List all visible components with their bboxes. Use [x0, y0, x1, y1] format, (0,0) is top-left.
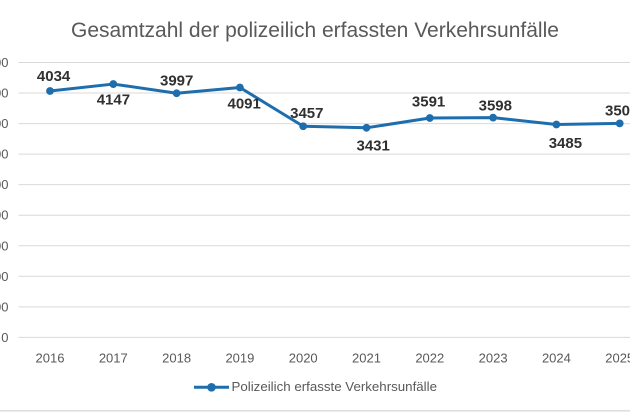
svg-text:4000: 4000	[0, 86, 9, 101]
svg-text:2020: 2020	[289, 350, 318, 365]
svg-text:4034: 4034	[37, 68, 71, 85]
svg-text:2021: 2021	[352, 350, 381, 365]
svg-text:3598: 3598	[479, 98, 512, 115]
svg-text:2018: 2018	[162, 350, 191, 365]
svg-text:3997: 3997	[160, 72, 193, 89]
svg-text:2019: 2019	[225, 350, 254, 365]
svg-text:Polizeilich erfasste Verkehrsu: Polizeilich erfasste Verkehrsunfälle	[232, 379, 437, 394]
svg-text:3591: 3591	[412, 93, 445, 110]
svg-text:3503: 3503	[605, 103, 630, 120]
svg-text:2024: 2024	[542, 350, 571, 365]
svg-text:2017: 2017	[99, 350, 128, 365]
svg-text:3500: 3500	[0, 116, 9, 131]
svg-text:2022: 2022	[415, 350, 444, 365]
svg-text:500: 500	[0, 299, 9, 314]
svg-text:1500: 1500	[0, 238, 9, 253]
svg-text:4500: 4500	[0, 55, 9, 70]
svg-text:4147: 4147	[97, 91, 130, 108]
svg-text:2000: 2000	[0, 208, 9, 223]
svg-text:Gesamtzahl der polizeilich erf: Gesamtzahl der polizeilich erfassten Ver…	[71, 19, 559, 42]
svg-text:2023: 2023	[479, 350, 508, 365]
svg-text:2016: 2016	[36, 350, 65, 365]
svg-text:4091: 4091	[228, 96, 261, 113]
svg-text:0: 0	[1, 330, 8, 345]
svg-text:3457: 3457	[290, 105, 323, 122]
svg-text:2025: 2025	[605, 350, 630, 365]
svg-text:1000: 1000	[0, 269, 9, 284]
svg-text:3485: 3485	[549, 135, 582, 152]
svg-text:3000: 3000	[0, 147, 9, 162]
svg-text:3431: 3431	[357, 137, 390, 154]
svg-text:2500: 2500	[0, 177, 9, 192]
